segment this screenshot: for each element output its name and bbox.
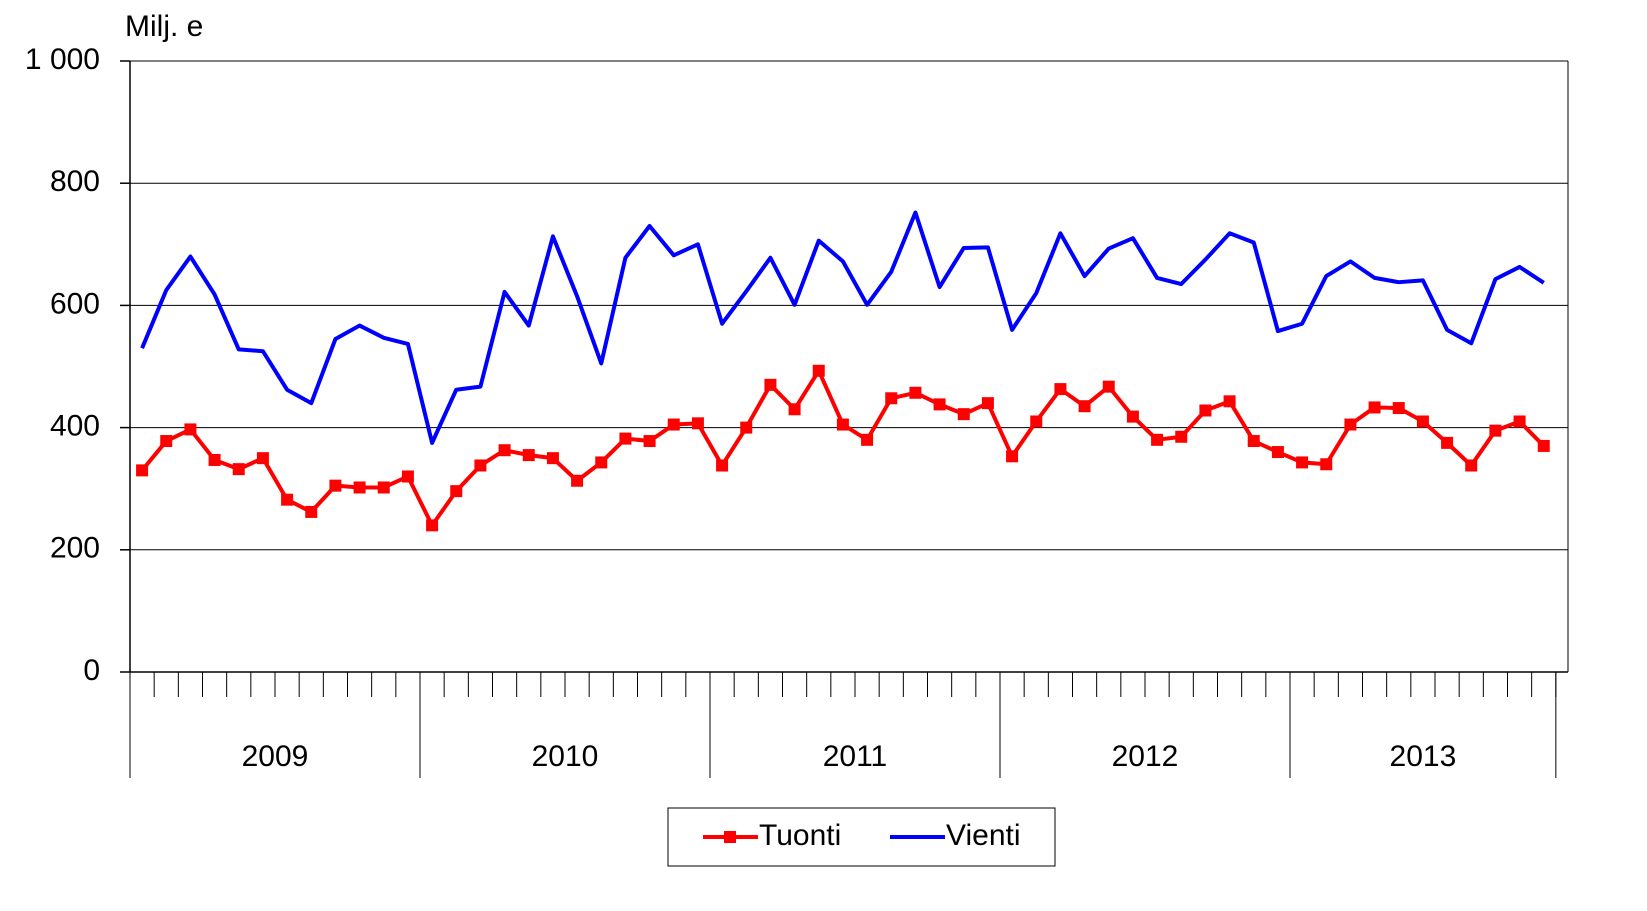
y-tick-label: 400 bbox=[50, 410, 100, 443]
year-label: 2012 bbox=[1112, 740, 1179, 773]
y-tick-label: 600 bbox=[50, 287, 100, 320]
series-marker bbox=[1320, 458, 1333, 471]
series-marker bbox=[1030, 415, 1043, 428]
series-marker bbox=[546, 452, 559, 465]
series-marker bbox=[716, 459, 729, 472]
series-marker bbox=[1416, 415, 1429, 428]
series-marker bbox=[160, 435, 173, 448]
series-marker bbox=[426, 519, 439, 532]
series-marker bbox=[836, 418, 849, 431]
legend-label: Vienti bbox=[946, 819, 1021, 852]
series-marker bbox=[933, 398, 946, 411]
series-marker bbox=[353, 481, 366, 494]
series-line bbox=[140, 210, 1545, 445]
series-marker bbox=[1054, 383, 1067, 396]
series-marker bbox=[474, 459, 487, 472]
series-marker bbox=[1344, 418, 1357, 431]
series-line bbox=[140, 368, 1546, 528]
series-marker bbox=[1271, 446, 1284, 459]
series-marker bbox=[812, 364, 825, 377]
series-marker bbox=[1296, 456, 1309, 469]
series-marker bbox=[1441, 436, 1454, 449]
series-marker bbox=[909, 386, 922, 399]
series-marker bbox=[571, 474, 584, 487]
series-marker bbox=[1392, 402, 1405, 415]
series-marker bbox=[208, 453, 221, 466]
series-marker bbox=[1368, 401, 1381, 414]
series-marker bbox=[1247, 435, 1260, 448]
series-marker bbox=[740, 421, 753, 434]
series-marker bbox=[1513, 415, 1526, 428]
legend-marker bbox=[724, 831, 736, 843]
series-marker bbox=[498, 444, 511, 457]
series-marker bbox=[619, 432, 632, 445]
series-marker bbox=[377, 481, 390, 494]
series-marker bbox=[595, 456, 608, 469]
series-marker bbox=[256, 452, 269, 465]
series-marker bbox=[861, 433, 874, 446]
series-marker bbox=[1126, 410, 1139, 423]
legend-label: Tuonti bbox=[759, 819, 841, 852]
series-marker bbox=[1489, 424, 1502, 437]
series-marker bbox=[401, 470, 414, 483]
year-label: 2013 bbox=[1390, 740, 1457, 773]
series-marker bbox=[1465, 459, 1478, 472]
series-marker bbox=[1151, 433, 1164, 446]
series-marker bbox=[305, 505, 318, 518]
y-tick-label: 800 bbox=[50, 165, 100, 198]
series-marker bbox=[450, 485, 463, 498]
series-marker bbox=[788, 403, 801, 416]
y-tick-label: 1 000 bbox=[25, 43, 100, 76]
series-marker bbox=[1223, 395, 1236, 408]
series-marker bbox=[1102, 380, 1115, 393]
series-marker bbox=[1199, 404, 1212, 417]
series-marker bbox=[643, 435, 656, 448]
series-marker bbox=[764, 378, 777, 391]
series-marker bbox=[1175, 430, 1188, 443]
series-marker bbox=[691, 417, 704, 430]
series-marker bbox=[136, 464, 149, 477]
series-marker bbox=[1078, 400, 1091, 413]
series-marker bbox=[981, 397, 994, 410]
y-tick-label: 200 bbox=[50, 532, 100, 565]
y-axis-label: Milj. e bbox=[125, 10, 203, 43]
year-label: 2011 bbox=[823, 740, 888, 773]
series-marker bbox=[667, 418, 680, 431]
year-label: 2010 bbox=[532, 740, 599, 773]
series-marker bbox=[1537, 439, 1550, 452]
series-marker bbox=[957, 408, 970, 421]
year-label: 2009 bbox=[242, 740, 309, 773]
series-marker bbox=[329, 479, 342, 492]
series-marker bbox=[281, 493, 294, 506]
series-marker bbox=[232, 463, 245, 476]
y-tick-label: 0 bbox=[83, 654, 100, 687]
series-marker bbox=[885, 392, 898, 405]
series-marker bbox=[1006, 450, 1019, 463]
series-marker bbox=[522, 449, 535, 462]
series-marker bbox=[184, 423, 197, 436]
